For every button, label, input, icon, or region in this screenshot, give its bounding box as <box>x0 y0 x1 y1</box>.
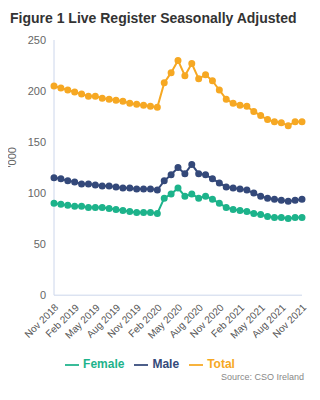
svg-text:Feb 2019: Feb 2019 <box>43 301 82 340</box>
svg-text:May 2019: May 2019 <box>62 301 102 341</box>
svg-text:Nov 2018: Nov 2018 <box>22 301 61 340</box>
svg-text:Feb 2021: Feb 2021 <box>208 301 247 340</box>
svg-text:Aug 2019: Aug 2019 <box>84 301 123 340</box>
svg-text:Feb 2020: Feb 2020 <box>126 301 164 340</box>
html-text:Total: Total <box>207 357 235 372</box>
svg-text:Nov 2021: Nov 2021 <box>270 302 308 340</box>
svg-text:'000: '000 <box>8 147 18 167</box>
svg-text:50: 50 <box>34 238 46 250</box>
svg-text:May 2021: May 2021 <box>228 301 268 341</box>
html-text:Source: CSO Ireland: Source: CSO Ireland <box>221 372 304 382</box>
svg-text:100: 100 <box>28 187 46 199</box>
svg-text:Aug 2021: Aug 2021 <box>249 301 288 340</box>
svg-text:May 2020: May 2020 <box>145 301 185 341</box>
html-text:Male: Male <box>152 357 180 372</box>
svg-text:Nov 2020: Nov 2020 <box>187 301 226 340</box>
svg-text:200: 200 <box>28 85 46 97</box>
svg-text:250: 250 <box>28 34 46 46</box>
svg-text:Aug 2020: Aug 2020 <box>167 301 206 340</box>
svg-text:Nov 2019: Nov 2019 <box>105 301 144 340</box>
html-text:Female: Female <box>83 357 125 372</box>
html-text:Figure 1 Live Register Seasona: Figure 1 Live Register Seasonally Adjust… <box>10 10 297 26</box>
svg-text:0: 0 <box>40 289 46 301</box>
svg-text:150: 150 <box>28 136 46 148</box>
